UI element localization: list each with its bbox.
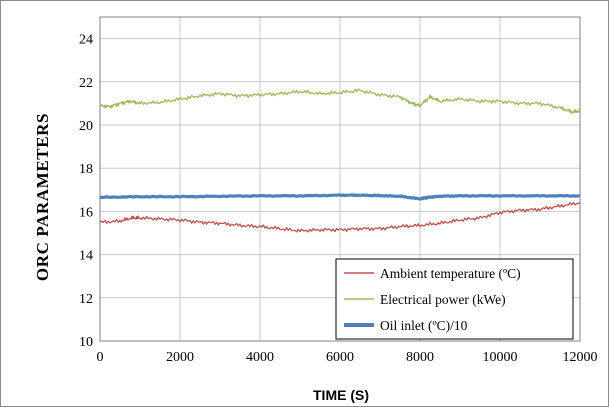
series-layer [99,88,581,233]
plot-area [99,16,581,342]
legend-entry-label: Ambient temperature (ºC) [380,266,521,281]
y-tick-label: 24 [79,33,93,48]
y-tick-label: 12 [79,292,93,307]
x-tick-label: 4000 [246,350,274,365]
y-tick-label: 18 [79,162,93,177]
series-line-3 [99,193,581,201]
y-tick-label: 22 [79,76,93,91]
x-axis-ticks: 0 2000 4000 6000 8000 10000 12000 [97,350,598,365]
y-axis-label: ORC PARAMETERS [33,113,52,281]
x-tick-label: 0 [97,350,104,365]
x-tick-label: 2000 [166,350,194,365]
series-line-1 [99,201,581,233]
x-tick-label: 12000 [563,350,598,365]
legend-entry-label: Oil inlet (ºC)/10 [380,318,468,333]
y-tick-label: 10 [79,335,93,350]
y-tick-label: 14 [79,249,93,264]
y-axis-ticks: 10 12 14 16 18 20 22 24 [79,33,93,350]
x-tick-label: 10000 [483,350,518,365]
y-tick-label: 16 [79,205,93,220]
legend: Ambient temperature (ºC) Electrical power… [335,258,574,340]
x-tick-label: 8000 [406,350,434,365]
series-line-2 [99,88,581,114]
x-axis-label: TIME (S) [313,387,369,403]
x-tick-label: 6000 [326,350,354,365]
legend-entry-label: Electrical power (kWe) [380,292,506,307]
y-tick-label: 20 [79,119,93,134]
legend-box [335,258,574,340]
